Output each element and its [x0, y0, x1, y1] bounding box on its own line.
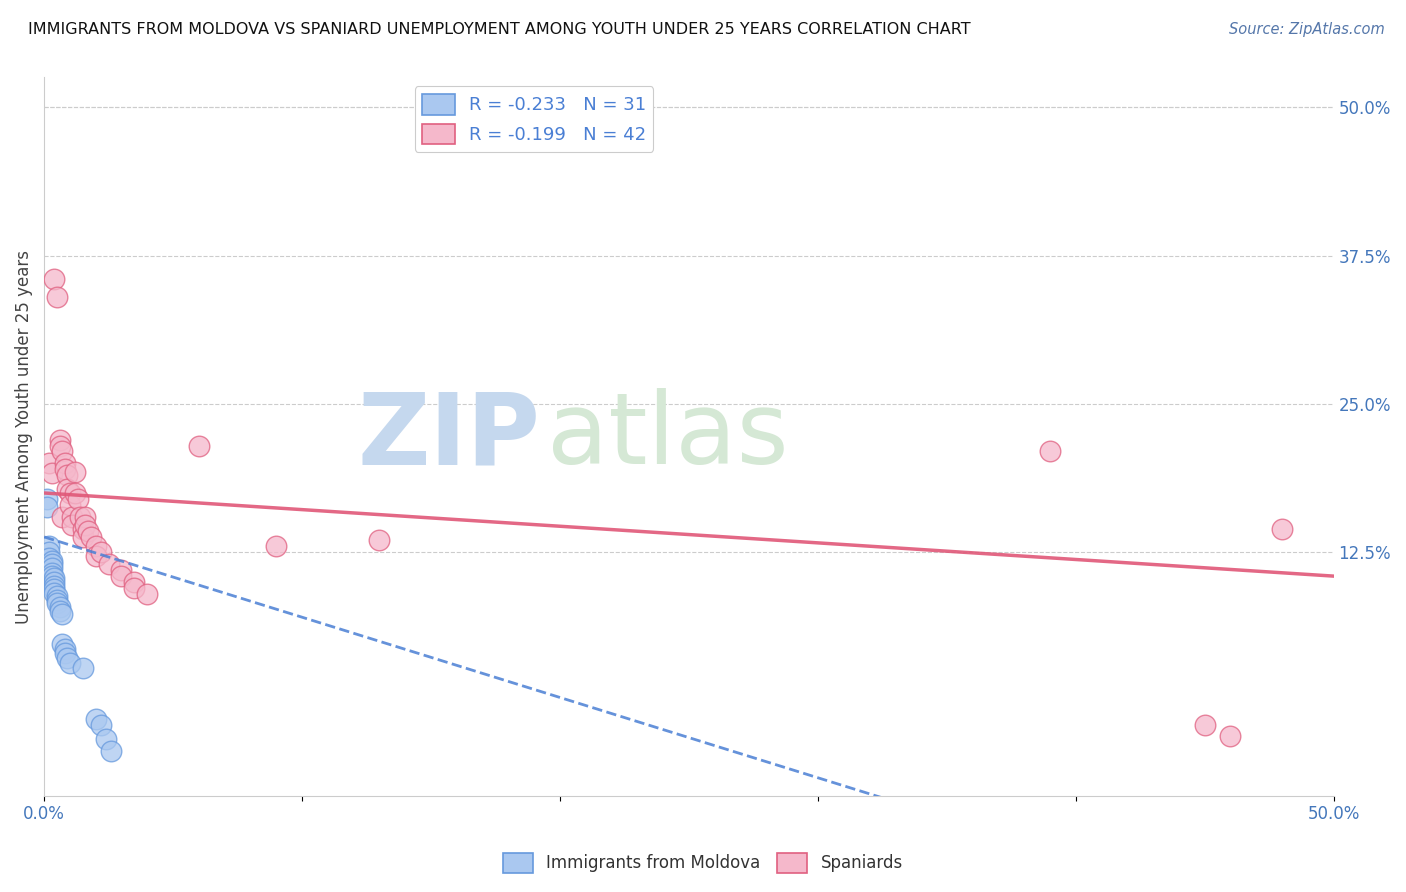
Point [41, 566, 63, 580]
Point [1219, 730, 1241, 744]
Point [84, 540, 107, 554]
Text: atlas: atlas [547, 388, 789, 485]
Point [51, 637, 73, 651]
Point [46, 290, 69, 304]
Point [41, 466, 63, 480]
Point [77, 524, 100, 538]
Point [48, 433, 70, 447]
Point [100, 744, 122, 758]
Point [59, 486, 82, 500]
Point [72, 522, 94, 536]
Point [35, 500, 58, 515]
Point [44, 272, 66, 286]
Point [38, 551, 60, 566]
Point [84, 549, 107, 563]
Point [38, 540, 60, 554]
Point [44, 579, 66, 593]
Point [79, 530, 101, 544]
Point [72, 660, 94, 674]
Legend: R = -0.233   N = 31, R = -0.199   N = 42: R = -0.233 N = 31, R = -0.199 N = 42 [415, 87, 654, 152]
Point [44, 572, 66, 586]
Point [124, 581, 146, 595]
Text: IMMIGRANTS FROM MOLDOVA VS SPANIARD UNEMPLOYMENT AMONG YOUTH UNDER 25 YEARS CORR: IMMIGRANTS FROM MOLDOVA VS SPANIARD UNEM… [28, 22, 970, 37]
Y-axis label: Unemployment Among Youth under 25 years: Unemployment Among Youth under 25 years [15, 250, 32, 624]
Point [59, 498, 82, 512]
Point [136, 587, 159, 601]
Point [56, 651, 79, 665]
Point [48, 603, 70, 617]
Point [41, 569, 63, 583]
Point [75, 509, 97, 524]
Point [72, 530, 94, 544]
Point [84, 712, 107, 726]
Point [46, 592, 69, 607]
Point [97, 558, 120, 572]
Point [1039, 444, 1062, 458]
Point [51, 607, 73, 621]
Point [124, 575, 146, 590]
Point [44, 582, 66, 597]
Point [66, 491, 89, 506]
Point [46, 596, 69, 610]
Point [38, 456, 60, 470]
Point [44, 585, 66, 599]
Point [53, 646, 76, 660]
Point [35, 491, 58, 506]
Point [53, 462, 76, 476]
Point [59, 656, 82, 670]
Point [110, 563, 132, 577]
Point [94, 731, 117, 746]
Point [51, 444, 73, 458]
Point [63, 465, 86, 479]
Legend: Immigrants from Moldova, Spaniards: Immigrants from Moldova, Spaniards [496, 847, 910, 880]
Point [46, 589, 69, 603]
Point [75, 518, 97, 533]
Point [51, 509, 73, 524]
Point [63, 486, 86, 500]
Point [1194, 717, 1216, 731]
Point [56, 468, 79, 483]
Point [62, 509, 84, 524]
Point [48, 438, 70, 452]
Point [41, 554, 63, 568]
Point [1271, 522, 1294, 536]
Point [38, 545, 60, 559]
Point [41, 558, 63, 572]
Point [62, 518, 84, 533]
Point [56, 483, 79, 497]
Point [53, 641, 76, 656]
Point [264, 540, 287, 554]
Point [90, 545, 112, 559]
Point [41, 561, 63, 575]
Point [90, 717, 112, 731]
Point [48, 599, 70, 614]
Point [187, 438, 209, 452]
Point [44, 575, 66, 590]
Text: Source: ZipAtlas.com: Source: ZipAtlas.com [1229, 22, 1385, 37]
Point [53, 456, 76, 470]
Text: ZIP: ZIP [357, 388, 540, 485]
Point [69, 509, 91, 524]
Point [110, 569, 132, 583]
Point [368, 533, 391, 548]
